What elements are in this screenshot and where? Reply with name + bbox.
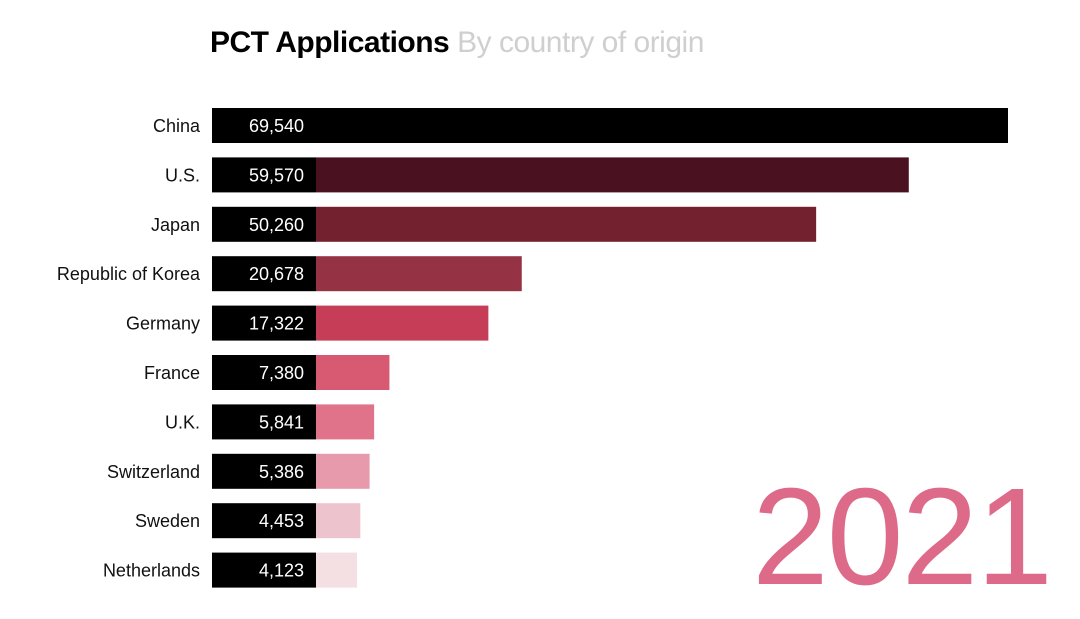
year-label: 2021: [752, 460, 1053, 614]
value-label: 59,570: [249, 165, 304, 185]
bar: [316, 256, 522, 292]
value-label: 5,841: [259, 412, 304, 432]
category-label: Japan: [151, 215, 200, 235]
category-label: Netherlands: [103, 561, 200, 581]
value-label: 7,380: [259, 363, 304, 383]
bar: [316, 305, 489, 341]
category-label: Germany: [126, 314, 200, 334]
value-label-box: [212, 552, 316, 588]
category-label: U.K.: [165, 412, 200, 432]
category-label: China: [153, 116, 201, 136]
category-label: France: [144, 363, 200, 383]
value-label: 20,678: [249, 264, 304, 284]
value-label-box: [212, 503, 316, 539]
bar: [316, 404, 375, 440]
title-main: PCT Applications: [210, 26, 450, 59]
value-label: 17,322: [249, 314, 304, 334]
bar: [316, 453, 370, 489]
value-label-box: [212, 157, 316, 193]
value-label: 4,453: [259, 511, 304, 531]
value-label-box: [212, 305, 316, 341]
title-subtitle: By country of origin: [457, 26, 704, 59]
category-label: Switzerland: [107, 462, 200, 482]
value-label-box: [212, 206, 316, 242]
bar: [316, 108, 1008, 143]
category-label: U.S.: [165, 165, 200, 185]
bar: [316, 355, 390, 390]
category-label: Republic of Korea: [57, 264, 201, 284]
bar: [316, 206, 817, 242]
value-label: 5,386: [259, 462, 304, 482]
bar: [316, 157, 909, 193]
value-label: 50,260: [249, 215, 304, 235]
value-label-box: [212, 404, 316, 440]
value-label-box: [212, 256, 316, 292]
value-label-box: [212, 453, 316, 489]
bar: [316, 503, 361, 539]
value-label: 69,540: [249, 116, 304, 136]
value-label-box: [212, 355, 316, 390]
bar: [316, 552, 358, 588]
category-label: Sweden: [135, 511, 200, 531]
value-label-box: [212, 108, 316, 143]
value-label: 4,123: [259, 561, 304, 581]
chart-title: PCT Applications By country of origin: [210, 26, 704, 60]
